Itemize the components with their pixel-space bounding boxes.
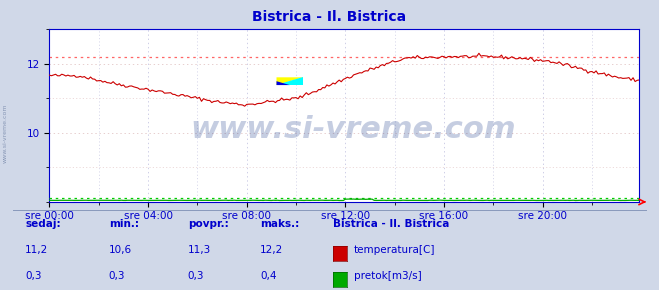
Text: pretok[m3/s]: pretok[m3/s] [354, 271, 422, 281]
Polygon shape [277, 77, 303, 85]
Polygon shape [277, 77, 303, 85]
Text: 12,2: 12,2 [260, 245, 283, 255]
Text: Bistrica - Il. Bistrica: Bistrica - Il. Bistrica [252, 10, 407, 24]
Text: 10,6: 10,6 [109, 245, 132, 255]
Text: 0,3: 0,3 [25, 271, 42, 281]
Text: www.si-vreme.com: www.si-vreme.com [190, 115, 516, 144]
Text: povpr.:: povpr.: [188, 219, 229, 229]
Text: min.:: min.: [109, 219, 139, 229]
Text: maks.:: maks.: [260, 219, 300, 229]
Text: Bistrica - Il. Bistrica: Bistrica - Il. Bistrica [333, 219, 449, 229]
Text: temperatura[C]: temperatura[C] [354, 245, 436, 255]
Text: 0,3: 0,3 [109, 271, 125, 281]
Text: 11,2: 11,2 [25, 245, 48, 255]
Text: www.si-vreme.com: www.si-vreme.com [3, 104, 8, 163]
Text: 0,3: 0,3 [188, 271, 204, 281]
Text: sedaj:: sedaj: [25, 219, 61, 229]
Text: 0,4: 0,4 [260, 271, 277, 281]
Text: 11,3: 11,3 [188, 245, 211, 255]
Polygon shape [277, 81, 290, 85]
